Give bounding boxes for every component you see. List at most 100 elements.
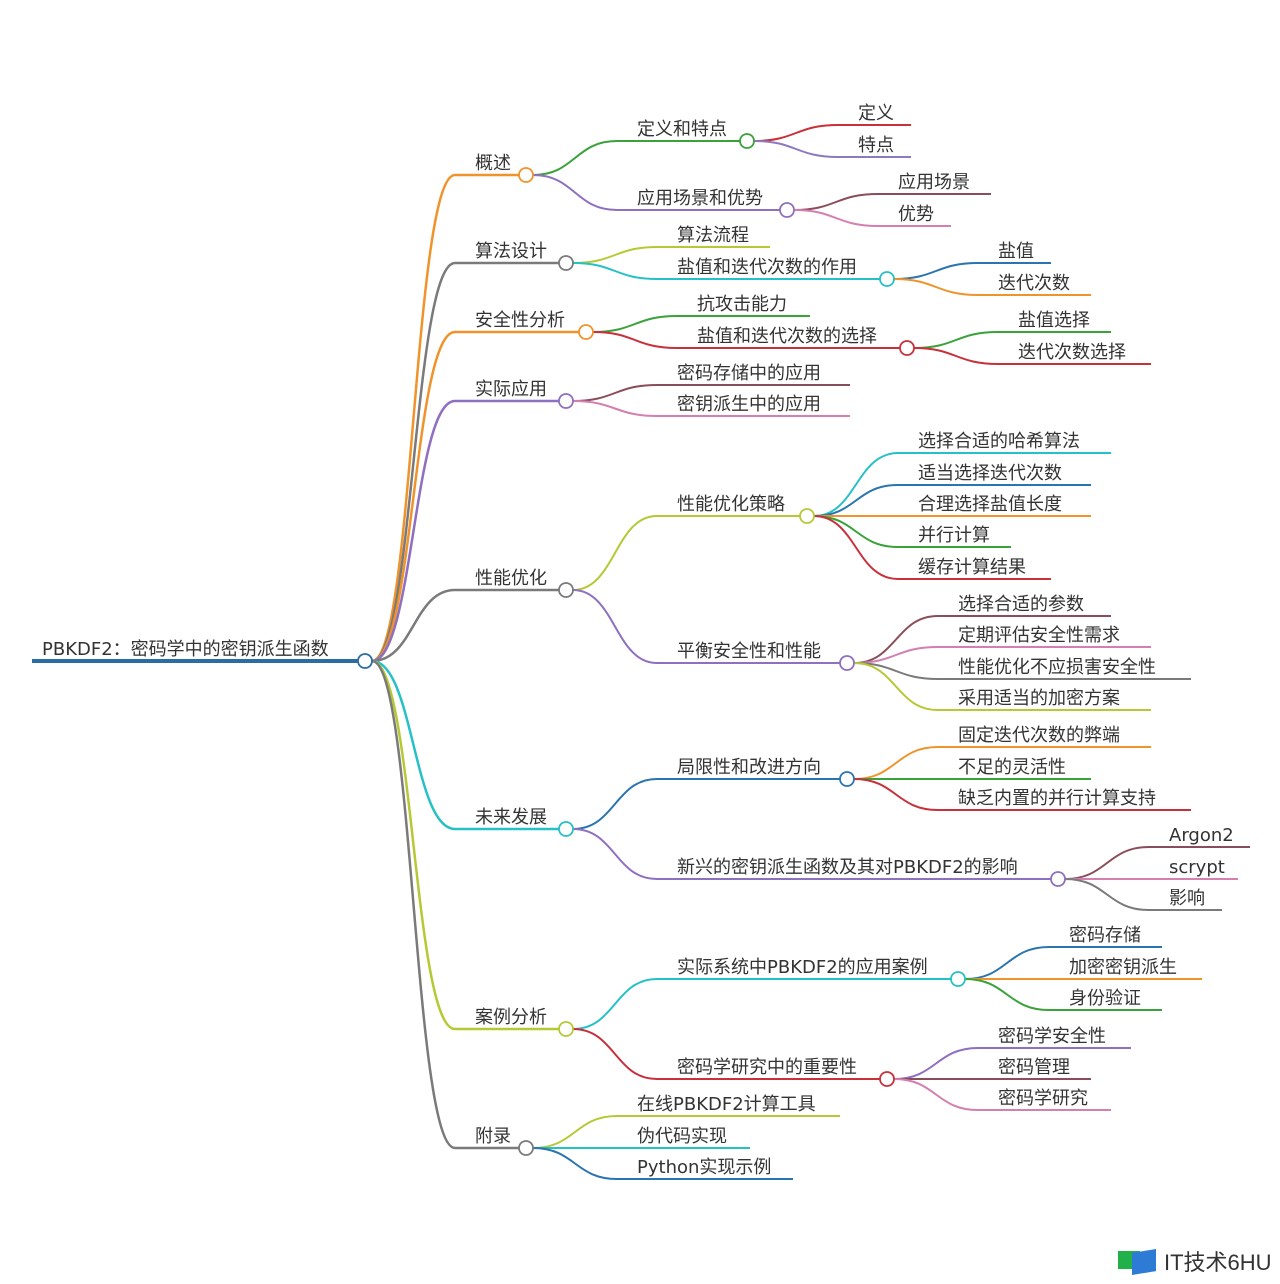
topic-node[interactable]: 采用适当的加密方案 (958, 688, 1120, 709)
topic-node[interactable]: 优势 (898, 204, 934, 225)
branch-connector (753, 124, 839, 142)
branch-connector (853, 746, 939, 780)
branch-connector (913, 331, 999, 349)
branch-connector (853, 778, 939, 811)
topic-node[interactable]: 盐值选择 (1018, 310, 1090, 331)
topic-node[interactable]: 伪代码实现 (637, 1126, 727, 1147)
collapse-toggle-icon[interactable] (839, 771, 855, 787)
topic-node[interactable]: 性能优化 (475, 568, 547, 589)
collapse-toggle-icon[interactable] (799, 508, 815, 524)
topic-node[interactable]: 选择合适的哈希算法 (918, 431, 1080, 452)
branch-connector (572, 246, 658, 264)
topic-node[interactable]: 盐值和迭代次数的选择 (697, 326, 877, 347)
collapse-toggle-icon[interactable] (558, 821, 574, 837)
topic-node[interactable]: 定义 (858, 103, 894, 124)
topic-node[interactable]: 案例分析 (475, 1007, 547, 1028)
topic-node[interactable]: Python实现示例 (637, 1157, 771, 1178)
collapse-toggle-icon[interactable] (839, 655, 855, 671)
collapse-toggle-icon[interactable] (558, 1021, 574, 1037)
topic-node[interactable]: 平衡安全性和性能 (677, 641, 821, 662)
topic-node[interactable]: 在线PBKDF2计算工具 (637, 1094, 816, 1115)
branch-connector (1064, 878, 1150, 911)
topic-node[interactable]: 未来发展 (475, 807, 547, 828)
topic-node[interactable]: scrypt (1169, 857, 1225, 878)
topic-node[interactable]: 抗攻击能力 (697, 294, 787, 315)
topic-node[interactable]: 不足的灵活性 (958, 757, 1066, 778)
topic-node[interactable]: 适当选择迭代次数 (918, 463, 1062, 484)
topic-node[interactable]: 附录 (475, 1126, 511, 1147)
branch-connector (853, 662, 939, 711)
topic-node[interactable]: 算法流程 (677, 225, 749, 246)
topic-node[interactable]: 加密密钥派生 (1069, 957, 1177, 978)
topic-node[interactable]: 盐值和迭代次数的作用 (677, 257, 857, 278)
collapse-toggle-icon[interactable] (518, 167, 534, 183)
branch-connector (371, 659, 456, 831)
topic-node[interactable]: 安全性分析 (475, 310, 565, 331)
collapse-toggle-icon[interactable] (739, 133, 755, 149)
topic-node[interactable]: 密码存储中的应用 (677, 363, 821, 384)
branch-connector (572, 778, 658, 830)
collapse-toggle-icon[interactable] (518, 1140, 534, 1156)
topic-node[interactable]: 算法设计 (475, 241, 547, 262)
collapse-toggle-icon[interactable] (578, 324, 594, 340)
topic-node[interactable]: 实际系统中PBKDF2的应用案例 (677, 957, 928, 978)
topic-node[interactable]: 密码学安全性 (998, 1026, 1106, 1047)
branch-connector (793, 193, 879, 211)
branch-connector (572, 828, 658, 880)
watermark: IT技术6HU (1118, 1245, 1272, 1277)
topic-node[interactable]: 迭代次数选择 (1018, 342, 1126, 363)
branch-connector (572, 589, 658, 664)
topic-node[interactable]: 合理选择盐值长度 (918, 494, 1062, 515)
branch-connector (592, 315, 678, 333)
topic-node[interactable]: 概述 (475, 153, 511, 174)
topic-node[interactable]: 密码学研究中的重要性 (677, 1057, 857, 1078)
topic-node[interactable]: 选择合适的参数 (958, 594, 1084, 615)
branch-connector (813, 484, 899, 517)
topic-node[interactable]: 密码管理 (998, 1057, 1070, 1078)
topic-node[interactable]: 定期评估安全性需求 (958, 625, 1120, 646)
topic-node[interactable]: 并行计算 (918, 525, 990, 546)
topic-node[interactable]: 密码学研究 (998, 1088, 1088, 1109)
branch-connector (572, 515, 658, 591)
collapse-toggle-icon[interactable] (950, 971, 966, 987)
topic-node[interactable]: 应用场景 (898, 172, 970, 193)
collapse-toggle-icon[interactable] (879, 271, 895, 287)
topic-node[interactable]: 缓存计算结果 (918, 557, 1026, 578)
branch-connector (964, 978, 1050, 1011)
collapse-toggle-icon[interactable] (879, 1071, 895, 1087)
topic-node[interactable]: 性能优化不应损害安全性 (958, 657, 1156, 678)
topic-node[interactable]: Argon2 (1169, 825, 1234, 846)
topic-node[interactable]: 性能优化策略 (677, 494, 785, 515)
collapse-toggle-icon[interactable] (558, 582, 574, 598)
branch-connector (853, 615, 939, 664)
topic-node[interactable]: 定义和特点 (637, 119, 727, 140)
topic-node[interactable]: 密码存储 (1069, 925, 1141, 946)
branch-connector (532, 174, 618, 211)
topic-node[interactable]: 盐值 (998, 241, 1034, 262)
collapse-toggle-icon[interactable] (558, 393, 574, 409)
topic-node[interactable]: 身份验证 (1069, 988, 1141, 1009)
topic-node[interactable]: 密钥派生中的应用 (677, 394, 821, 415)
topic-node[interactable]: 影响 (1169, 888, 1205, 909)
topic-node[interactable]: 固定迭代次数的弊端 (958, 725, 1120, 746)
collapse-toggle-icon[interactable] (899, 340, 915, 356)
collapse-toggle-icon[interactable] (779, 202, 795, 218)
collapse-toggle-icon[interactable] (357, 653, 373, 669)
topic-node[interactable]: 局限性和改进方向 (677, 757, 821, 778)
topic-node[interactable]: 应用场景和优势 (637, 188, 763, 209)
branch-connector (893, 1078, 979, 1111)
branch-connector (793, 209, 879, 227)
branch-connector (893, 278, 979, 296)
topic-node[interactable]: 缺乏内置的并行计算支持 (958, 788, 1156, 809)
topic-node[interactable]: 新兴的密钥派生函数及其对PBKDF2的影响 (677, 857, 1018, 878)
topic-node[interactable]: 实际应用 (475, 379, 547, 400)
collapse-toggle-icon[interactable] (1050, 871, 1066, 887)
root-topic[interactable]: PBKDF2：密码学中的密钥派生函数 (42, 639, 329, 660)
branch-connector (913, 347, 999, 365)
branch-connector (813, 515, 899, 548)
collapse-toggle-icon[interactable] (558, 255, 574, 271)
topic-node[interactable]: 特点 (858, 135, 894, 156)
branch-connector (371, 659, 456, 1150)
branch-connector (572, 262, 658, 280)
topic-node[interactable]: 迭代次数 (998, 273, 1070, 294)
